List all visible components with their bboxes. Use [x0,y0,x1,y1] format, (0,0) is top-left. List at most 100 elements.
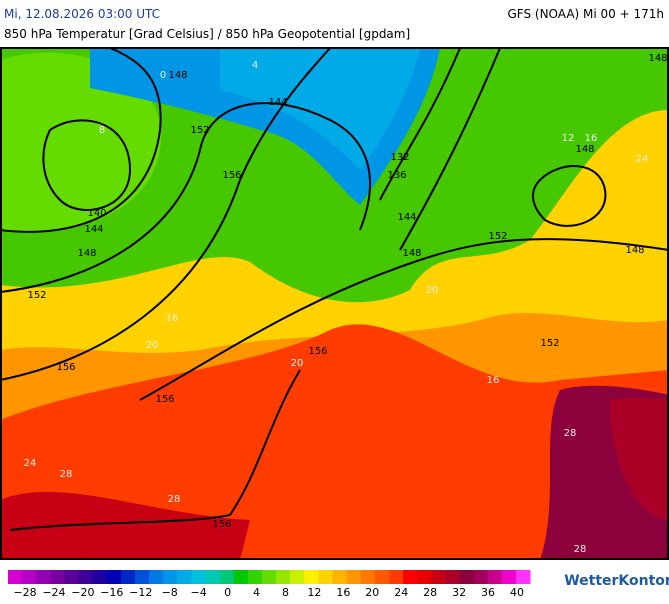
legend-swatch [276,570,291,584]
color-legend: −28 −24 −20 −16 −12 −8 −4 0 4 8 12 16 20 24 28 32 36 40 [8,570,531,599]
legend-label: −28 [13,586,36,599]
isobar-label: 152 [190,125,209,136]
legend-label: 0 [224,586,231,599]
legend-swatch [8,570,23,584]
isotherm-labels: 0 4 8 16 20 20 24 28 28 28 28 24 16 20 1… [24,60,649,555]
legend-swatch [205,570,221,584]
isobar [399,47,501,251]
isotherm-label: 20 [146,340,159,351]
legend-label: −20 [71,586,94,599]
isotherm-label: 16 [487,375,500,386]
isobar [42,119,132,211]
legend-swatch [261,570,277,584]
isobar [532,165,607,227]
legend-swatch [106,570,122,584]
legend-swatch [346,570,362,584]
isobar [0,102,371,293]
isobar-label: 148 [648,53,667,64]
legend-swatch [403,570,418,584]
field-darkred [0,491,250,560]
legend-swatch [36,570,51,584]
isotherm-label: 24 [24,458,37,469]
legend-swatch [459,570,475,584]
legend-swatch [233,570,249,584]
legend-swatch [473,570,489,584]
isotherm-label: 24 [636,154,649,165]
legend-label: 16 [336,586,350,599]
legend-swatch [304,570,319,584]
isobars [0,47,669,531]
legend-swatch [290,570,305,584]
map-subtitle: 850 hPa Temperatur [Grad Celsius] / 850 … [4,27,410,41]
legend-swatch [92,570,108,584]
isotherm-label: 20 [426,285,439,296]
legend-swatch [78,570,94,584]
isobar-label: 156 [212,519,231,530]
isobar [0,47,162,233]
legend-label: 24 [394,586,408,599]
isotherm-label: 12 [562,133,575,144]
isotherm-label: 0 [160,70,166,81]
isobar [379,47,461,201]
isobar [0,47,331,381]
legend-swatch [50,570,65,584]
legend-swatch [163,570,178,584]
legend-swatch [318,570,333,584]
legend-swatch [120,570,136,584]
isobar-label: 152 [540,338,559,349]
isobar-label: 136 [387,170,406,181]
isobar-label: 156 [222,170,241,181]
isobar-label: 144 [268,97,287,108]
legend-label: 12 [307,586,321,599]
field-cyan [220,48,420,170]
brand-logo: WetterKontor [564,573,669,589]
isobar-label: 148 [575,144,594,155]
legend-label: 20 [365,586,379,599]
isotherm-label: 28 [60,469,73,480]
legend-swatch [417,570,432,584]
legend-swatch [219,570,235,584]
legend-swatch [191,570,207,584]
isobar-labels: 148 144 152 156 140 144 148 152 156 156 … [27,53,667,530]
legend-swatch [134,570,150,584]
legend-swatch [487,570,503,584]
legend-label: −24 [42,586,65,599]
isobar-label: 156 [155,394,174,405]
map-frame [0,47,669,560]
legend-label: 40 [510,586,524,599]
legend-label: 28 [423,586,437,599]
isotherm-label: 28 [574,544,587,555]
legend-swatch [22,570,37,584]
legend-swatch [149,570,164,584]
isobar-label: 152 [27,290,46,301]
legend-label: −8 [162,586,178,599]
legend-label: 32 [452,586,466,599]
isobar-label: 148 [168,70,187,81]
isotherm-label: 16 [166,313,179,324]
legend-swatch [374,570,390,584]
legend-label: 36 [481,586,495,599]
isobar-label: 140 [87,208,106,219]
field-core [610,397,669,520]
isotherm-label: 8 [99,125,105,136]
legend-label: −4 [191,586,207,599]
map-time: Mi, 12.08.2026 03:00 UTC [4,7,160,21]
isobar-label: 148 [402,248,421,259]
legend-label: −12 [129,586,152,599]
legend-swatch [431,570,446,584]
legend-swatch [388,570,404,584]
isobar-label: 152 [488,231,507,242]
isobar-label: 144 [84,224,103,235]
isobar-label: 148 [77,248,96,259]
legend-label: 8 [282,586,289,599]
legend-swatch [247,570,263,584]
isotherm-label: 16 [585,133,598,144]
field-red [0,324,669,560]
model-run: GFS (NOAA) Mi 00 + 171h [507,7,664,21]
isotherm-label: 4 [252,60,258,71]
isobar [9,369,301,531]
isobar-label: 148 [625,245,644,256]
isotherm-label: 20 [291,358,304,369]
isobar-label: 132 [390,152,409,163]
